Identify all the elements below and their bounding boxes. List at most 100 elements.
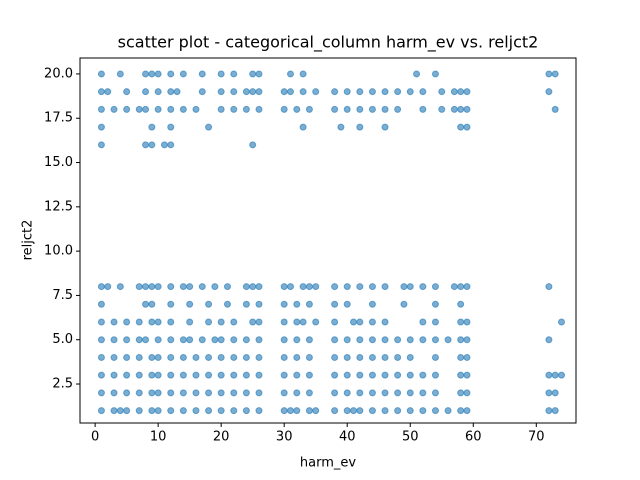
point — [242, 336, 250, 344]
point — [368, 318, 376, 326]
point — [299, 123, 307, 131]
point — [305, 336, 313, 344]
point — [148, 300, 156, 308]
point — [457, 105, 465, 113]
point — [123, 88, 131, 96]
point — [299, 283, 307, 291]
point — [400, 283, 408, 291]
point — [148, 141, 156, 149]
point — [217, 336, 225, 344]
point — [242, 300, 250, 308]
point — [255, 318, 263, 326]
point — [110, 336, 118, 344]
point — [406, 371, 414, 379]
point — [242, 389, 250, 397]
point — [287, 407, 295, 415]
point — [217, 407, 225, 415]
point — [431, 70, 439, 78]
point — [249, 70, 257, 78]
point — [331, 389, 339, 397]
point — [217, 88, 225, 96]
point — [343, 336, 351, 344]
point — [312, 88, 320, 96]
point — [356, 283, 364, 291]
x-tick-label: 0 — [91, 430, 99, 445]
point — [97, 371, 105, 379]
point — [463, 88, 471, 96]
point — [230, 336, 238, 344]
point — [255, 88, 263, 96]
point — [419, 371, 427, 379]
point — [293, 407, 301, 415]
point — [154, 353, 162, 361]
point — [205, 123, 213, 131]
point — [368, 407, 376, 415]
x-tick-label: 30 — [276, 430, 293, 445]
y-tick-label: 15.0 — [44, 155, 73, 170]
point — [406, 353, 414, 361]
point — [381, 318, 389, 326]
point — [343, 407, 351, 415]
point — [242, 88, 250, 96]
x-axis-label: harm_ev — [300, 456, 356, 471]
point — [211, 336, 219, 344]
point — [551, 371, 559, 379]
point — [205, 407, 213, 415]
point — [223, 300, 231, 308]
point — [186, 300, 194, 308]
point — [173, 88, 181, 96]
point — [381, 389, 389, 397]
point — [217, 70, 225, 78]
point — [444, 407, 452, 415]
point — [179, 407, 187, 415]
point — [406, 407, 414, 415]
point — [255, 336, 263, 344]
point — [558, 371, 566, 379]
point — [356, 353, 364, 361]
point — [154, 371, 162, 379]
y-tick-label: 20.0 — [44, 66, 73, 81]
point — [368, 283, 376, 291]
point — [205, 371, 213, 379]
point — [356, 105, 364, 113]
point — [545, 407, 553, 415]
point — [457, 336, 465, 344]
point — [381, 336, 389, 344]
point — [135, 389, 143, 397]
point — [154, 389, 162, 397]
point — [331, 283, 339, 291]
chart-title: scatter plot - categorical_column harm_e… — [118, 33, 539, 53]
point — [97, 105, 105, 113]
point — [312, 283, 320, 291]
point — [406, 283, 414, 291]
point — [110, 389, 118, 397]
axes-frame — [79, 57, 577, 424]
point — [381, 407, 389, 415]
point — [394, 105, 402, 113]
point — [217, 105, 225, 113]
point — [356, 389, 364, 397]
point — [457, 389, 465, 397]
point — [154, 407, 162, 415]
point — [305, 371, 313, 379]
point — [305, 389, 313, 397]
point — [255, 283, 263, 291]
point — [280, 389, 288, 397]
point — [230, 407, 238, 415]
point — [142, 105, 150, 113]
point — [198, 70, 206, 78]
point — [255, 70, 263, 78]
point — [331, 318, 339, 326]
point — [104, 283, 112, 291]
point — [312, 318, 320, 326]
point — [123, 389, 131, 397]
point — [167, 407, 175, 415]
point — [167, 283, 175, 291]
point — [110, 105, 118, 113]
point — [280, 88, 288, 96]
y-axis-label: reljct2 — [21, 220, 36, 261]
point — [394, 371, 402, 379]
point — [394, 336, 402, 344]
point — [299, 88, 307, 96]
point — [431, 353, 439, 361]
